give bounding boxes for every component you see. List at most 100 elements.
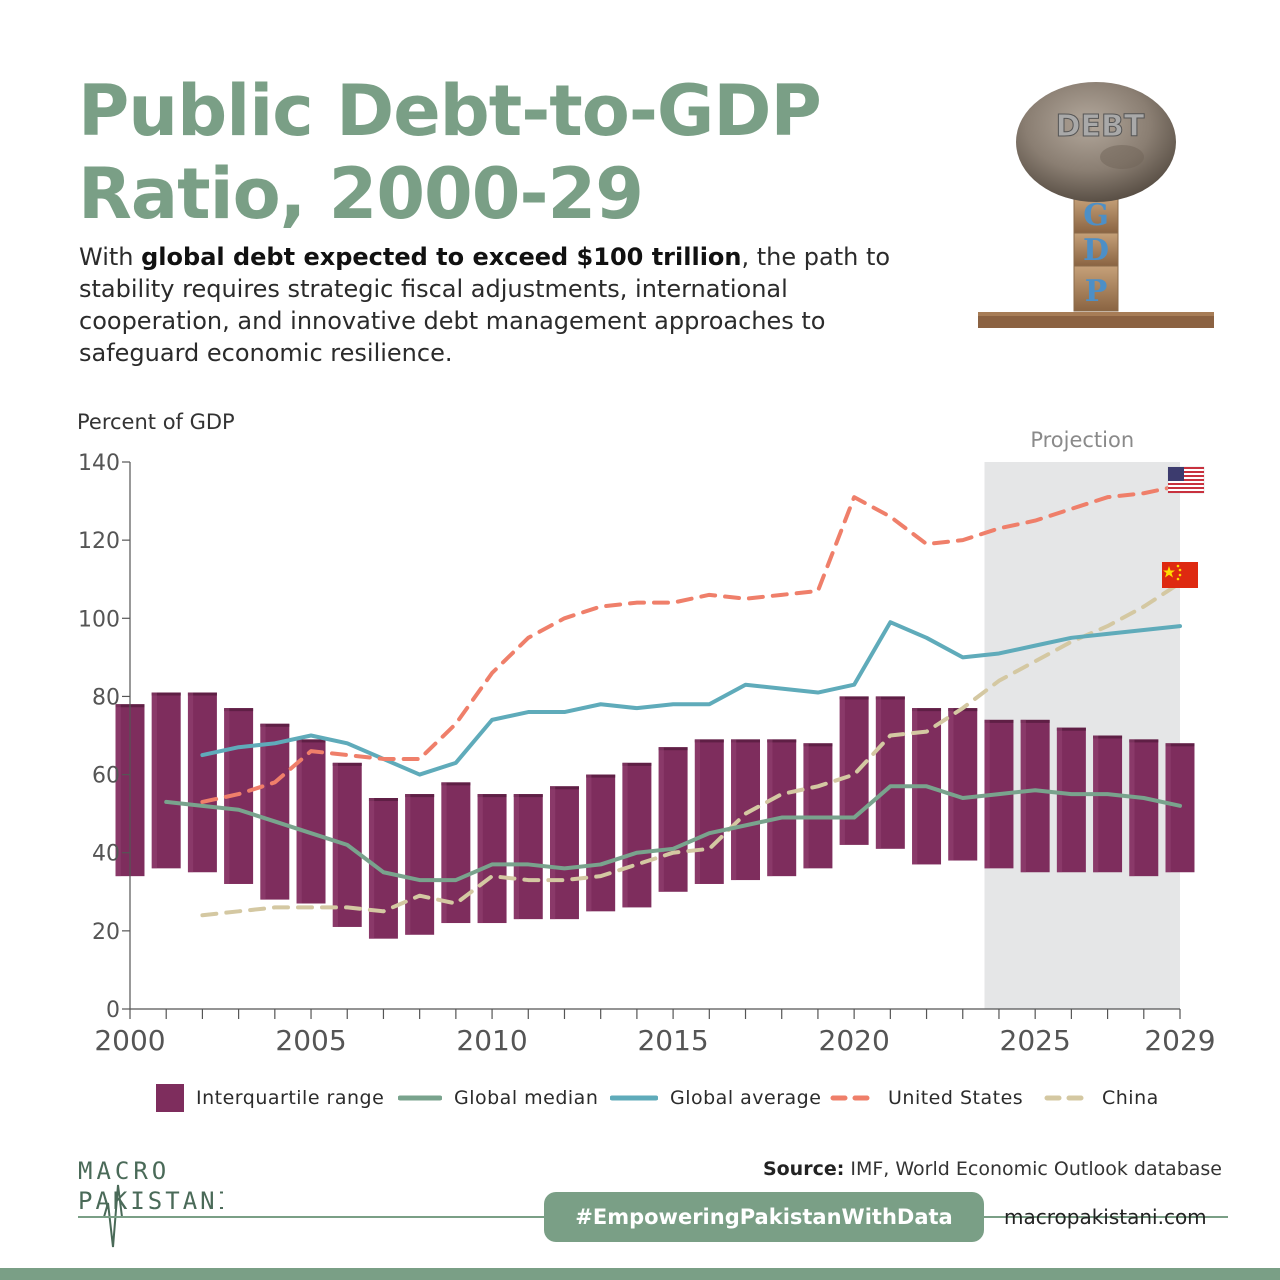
page-subtitle: With global debt expected to exceed $100… (79, 241, 939, 369)
iqr-bar-2004 (260, 723, 290, 900)
iqr-bar-highlight (513, 794, 520, 920)
iqr-bar-cap (694, 739, 724, 743)
iqr-bar-highlight (694, 739, 701, 884)
y-tick-label-80: 80 (92, 685, 120, 710)
china-flag-icon (1162, 562, 1198, 588)
legend-median-label: Global median (454, 1087, 599, 1109)
iqr-bar-body (803, 743, 833, 869)
macro-pakistani-logo: MACRO PAKISTANI (78, 1157, 223, 1248)
x-tick-label-2020: 2020 (819, 1024, 890, 1057)
debt-rock-illustration: G D P DEBT (978, 82, 1214, 328)
legend-us-label: United States (888, 1087, 1024, 1109)
iqr-bar-body (477, 794, 507, 924)
iqr-bar-cap (803, 743, 833, 747)
y-tick-label-20: 20 (92, 920, 120, 945)
iqr-bar-cap (224, 708, 254, 712)
source-note: Source: IMF, World Economic Outlook data… (763, 1158, 1222, 1180)
legend-average-swatch (610, 1095, 658, 1101)
block-letter-g: G (1083, 198, 1109, 233)
hashtag-badge: #EmpoweringPakistanWithData (544, 1192, 984, 1242)
iqr-bar-cap (368, 798, 398, 802)
iqr-bar-cap (984, 719, 1014, 723)
iqr-bar-2026 (1056, 727, 1086, 873)
iqr-bar-2027 (1093, 735, 1123, 873)
iqr-bar-body (405, 794, 435, 935)
iqr-bar-cap (151, 692, 181, 696)
iqr-bar-cap (296, 739, 326, 743)
x-tick-label-2015: 2015 (637, 1024, 708, 1057)
legend-china: China (1044, 1078, 1159, 1118)
iqr-bar-body (839, 696, 869, 845)
subtitle-highlight: global debt expected to exceed $100 tril… (141, 243, 742, 271)
iqr-bar-highlight (1165, 743, 1171, 873)
iqr-bar-2023 (948, 708, 978, 861)
block-letter-d: D (1083, 233, 1109, 268)
x-tick-label-2000: 2000 (94, 1024, 165, 1057)
subtitle-rest: , the path to stability requires strateg… (79, 243, 891, 367)
y-tick-label-100: 100 (78, 607, 120, 632)
iqr-bar-highlight (296, 739, 302, 904)
iqr-bar-cap (839, 696, 869, 700)
legend-median: Global median (398, 1078, 598, 1118)
us-flag-icon (1167, 466, 1205, 494)
iqr-bar-highlight (658, 747, 664, 892)
iqr-bar-2005 (296, 739, 326, 904)
iqr-bar-body (260, 723, 290, 900)
iqr-bar-highlight (1020, 719, 1026, 873)
series-line-global-average (200, 620, 1182, 777)
series-line-global-median (164, 784, 1182, 883)
bottom-accent-bar (0, 1268, 1280, 1280)
iqr-bar-2011 (513, 794, 543, 920)
y-axis-label: Percent of GDP (77, 410, 235, 434)
x-tick-label-2005: 2005 (275, 1024, 346, 1057)
iqr-bar-2018 (767, 739, 797, 877)
logo-line2: PAKISTANI (78, 1187, 223, 1215)
legend-china-label: China (1102, 1087, 1159, 1109)
page-title: Public Debt-to-GDP Ratio, 2000-29 (78, 70, 822, 235)
iqr-bar-highlight (260, 723, 266, 900)
iqr-bar-cap (1165, 743, 1195, 747)
iqr-bar-2016 (694, 739, 724, 884)
legend-average: Global average (610, 1078, 821, 1118)
iqr-bar-body (767, 739, 797, 877)
iqr-bar-cap (1129, 739, 1159, 743)
iqr-bar-2025 (1020, 719, 1050, 873)
iqr-bar-cap (332, 762, 362, 766)
legend-iqr: Interquartile range (156, 1078, 384, 1118)
iqr-bar-cap (767, 739, 797, 743)
series-line-china (200, 581, 1182, 918)
iqr-bar-highlight (477, 794, 483, 924)
iqr-bar-2014 (622, 762, 652, 908)
iqr-bar-body (550, 786, 579, 920)
rock-label: DEBT (1056, 109, 1145, 144)
logo-line1: MACRO (78, 1157, 170, 1185)
iqr-bar-2007 (368, 798, 398, 939)
iqr-bar-highlight (368, 798, 375, 939)
website-link[interactable]: macropakistani.com (1004, 1205, 1207, 1229)
iqr-bar-2012 (550, 786, 579, 920)
iqr-bar-highlight (441, 782, 447, 924)
y-tick-label-140: 140 (78, 451, 120, 476)
iqr-bar-cap (513, 794, 543, 798)
iqr-bar-highlight (1093, 735, 1099, 873)
iqr-bar-cap (477, 794, 507, 798)
iqr-bar-2020 (839, 696, 869, 845)
iqr-bar-highlight (803, 743, 809, 869)
iqr-bar-cap (550, 786, 579, 790)
iqr-bar-body (622, 762, 652, 908)
iqr-bar-2015 (658, 747, 688, 892)
iqr-bar-2019 (803, 743, 833, 869)
iqr-bar-2013 (586, 774, 616, 912)
iqr-bar-highlight (151, 692, 157, 869)
subtitle-lead: With (79, 243, 142, 271)
legend-iqr-swatch (156, 1084, 184, 1112)
iqr-bar-cap (658, 747, 688, 751)
iqr-bar-cap (622, 762, 652, 766)
iqr-bar-body (296, 739, 326, 904)
series-line-united-states (200, 483, 1182, 804)
iqr-bar-cap (1056, 727, 1086, 731)
iqr-bar-body (875, 696, 905, 849)
iqr-bar-2010 (477, 794, 507, 924)
iqr-bar-2008 (405, 794, 435, 935)
iqr-bar-2028 (1129, 739, 1159, 877)
